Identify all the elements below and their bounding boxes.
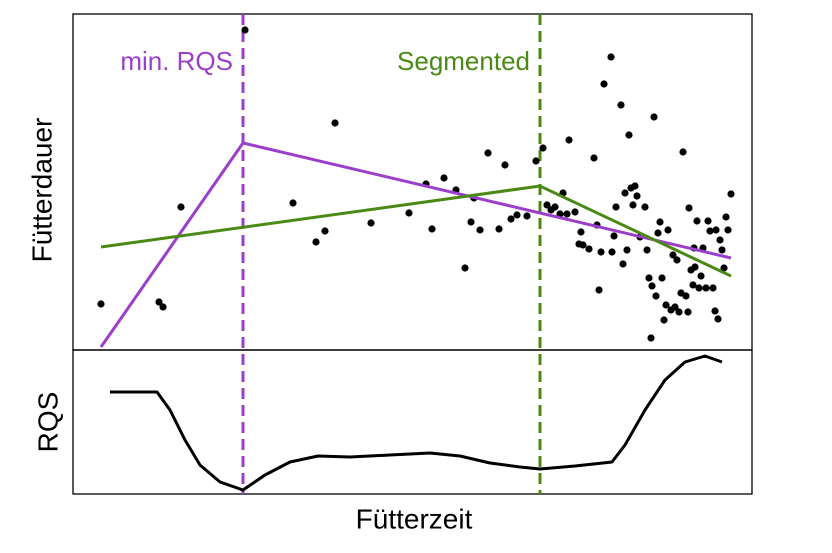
data-point (590, 154, 598, 162)
data-point (595, 286, 603, 294)
data-point (597, 248, 605, 256)
data-point (712, 226, 720, 234)
data-point (689, 281, 697, 289)
data-point (563, 210, 571, 218)
data-point (662, 301, 670, 309)
data-point (551, 203, 559, 211)
data-point (656, 218, 664, 226)
data-point (312, 238, 320, 246)
data-point (631, 182, 639, 190)
data-point (97, 300, 105, 308)
data-point (501, 161, 509, 169)
data-point (684, 308, 692, 316)
data-point (476, 226, 484, 234)
data-point (321, 227, 329, 235)
data-point (461, 264, 469, 272)
data-point (709, 284, 717, 292)
data-point (495, 225, 503, 233)
data-point (654, 229, 662, 237)
data-point (682, 292, 690, 300)
data-point (585, 245, 593, 253)
data-point (716, 236, 724, 244)
data-point (513, 211, 521, 219)
data-point (643, 246, 651, 254)
data-point (697, 272, 705, 280)
data-point (673, 256, 681, 264)
data-point (691, 263, 699, 271)
data-point (289, 199, 297, 207)
data-point (507, 215, 515, 223)
data-point (664, 226, 672, 234)
x-axis-label: Fütterzeit (356, 503, 473, 534)
data-point (539, 144, 547, 152)
data-point (619, 260, 627, 268)
data-point (621, 189, 629, 197)
data-point (241, 26, 249, 34)
data-point (679, 148, 687, 156)
data-point (565, 136, 573, 144)
data-point (484, 149, 492, 157)
bottom-frame (72, 349, 753, 495)
data-point (608, 248, 616, 256)
data-point (405, 209, 413, 217)
data-point (467, 218, 475, 226)
data-point (623, 246, 631, 254)
data-point (607, 53, 615, 61)
data-point (331, 119, 339, 127)
data-point (629, 201, 637, 209)
data-point (579, 241, 587, 249)
data-point (685, 204, 693, 212)
data-point (706, 227, 714, 235)
data-point (610, 232, 618, 240)
data-point (669, 251, 677, 259)
data-point (658, 274, 666, 282)
data-point (428, 225, 436, 233)
data-point (159, 303, 167, 311)
line-label: Segmented (397, 46, 530, 76)
data-point (711, 307, 719, 315)
data-point (704, 217, 712, 225)
data-point (367, 219, 375, 227)
data-point (532, 157, 540, 165)
data-point (612, 203, 620, 211)
data-point (617, 101, 625, 109)
data-point (543, 201, 551, 209)
data-point (714, 315, 722, 323)
data-point (647, 334, 655, 342)
line-label: min. RQS (120, 46, 233, 76)
fit-line (100, 184, 732, 278)
data-point (652, 292, 660, 300)
data-point (724, 226, 732, 234)
data-point (177, 203, 185, 211)
data-point (645, 274, 653, 282)
y-axis-label: RQS (32, 392, 63, 453)
data-point (650, 113, 658, 121)
data-point (571, 208, 579, 216)
data-point (727, 190, 735, 198)
data-point (625, 131, 633, 139)
data-point (695, 284, 703, 292)
y-axis-label: Fütterdauer (26, 118, 57, 263)
data-point (722, 213, 730, 221)
fit-line (99, 141, 732, 348)
data-point (155, 298, 163, 306)
data-point (675, 308, 683, 316)
data-point (671, 303, 679, 311)
data-point (718, 246, 726, 254)
data-point (720, 264, 728, 272)
data-point (523, 212, 531, 220)
data-point (641, 203, 649, 211)
data-point (693, 217, 701, 225)
data-point (577, 228, 585, 236)
data-point (440, 174, 448, 182)
data-point (648, 282, 656, 290)
data-point (600, 80, 608, 88)
data-point (702, 284, 710, 292)
data-point (633, 192, 641, 200)
data-point (660, 316, 668, 324)
rqs-curve (110, 354, 723, 492)
